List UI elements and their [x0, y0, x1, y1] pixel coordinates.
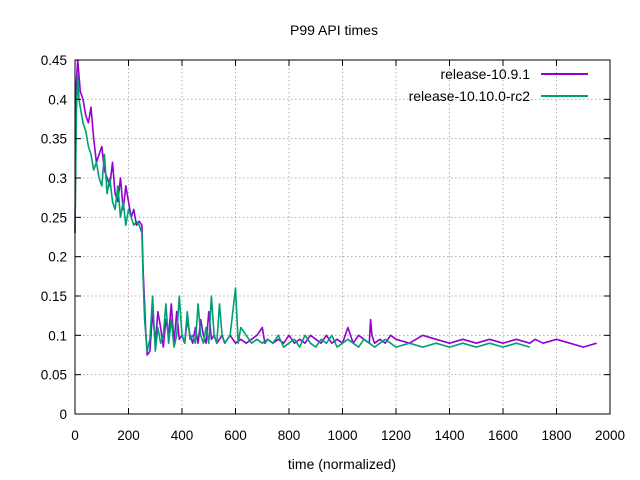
x-tick-label: 400 [171, 428, 194, 443]
legend-label: release-10.10.0-rc2 [409, 88, 531, 104]
x-tick-label: 1600 [488, 428, 518, 443]
y-tick-label: 0.15 [41, 289, 67, 304]
x-tick-label: 1000 [327, 428, 357, 443]
y-tick-label: 0 [59, 407, 67, 422]
axis-ticks: 0 0.05 0.1 0.15 0.2 0.25 0.3 0.35 0.4 0.45 0 200 400… [41, 53, 625, 443]
y-tick-label: 0.25 [41, 210, 67, 225]
x-tick-label: 600 [224, 428, 247, 443]
x-axis-label: time (normalized) [288, 456, 396, 472]
legend-label: release-10.9.1 [440, 66, 530, 82]
y-tick-label: 0.2 [48, 250, 67, 265]
y-tick-label: 0.4 [48, 92, 67, 107]
chart-title: P99 API times [290, 22, 378, 38]
x-tick-label: 800 [278, 428, 301, 443]
y-tick-label: 0.3 [48, 171, 67, 186]
plot-lines [74, 59, 597, 356]
y-tick-label: 0.45 [41, 53, 67, 68]
x-tick-label: 0 [71, 428, 79, 443]
y-tick-label: 0.35 [41, 132, 67, 147]
grid-lines [75, 60, 610, 414]
x-tick-label: 2000 [595, 428, 625, 443]
y-tick-label: 0.1 [48, 328, 67, 343]
y-tick-label: 0.05 [41, 368, 67, 383]
series-line-2 [74, 74, 531, 352]
x-tick-label: 1800 [541, 428, 571, 443]
x-tick-label: 1400 [434, 428, 464, 443]
x-tick-label: 1200 [381, 428, 411, 443]
x-tick-label: 200 [117, 428, 140, 443]
legend: release-10.9.1 release-10.10.0-rc2 [409, 66, 588, 104]
